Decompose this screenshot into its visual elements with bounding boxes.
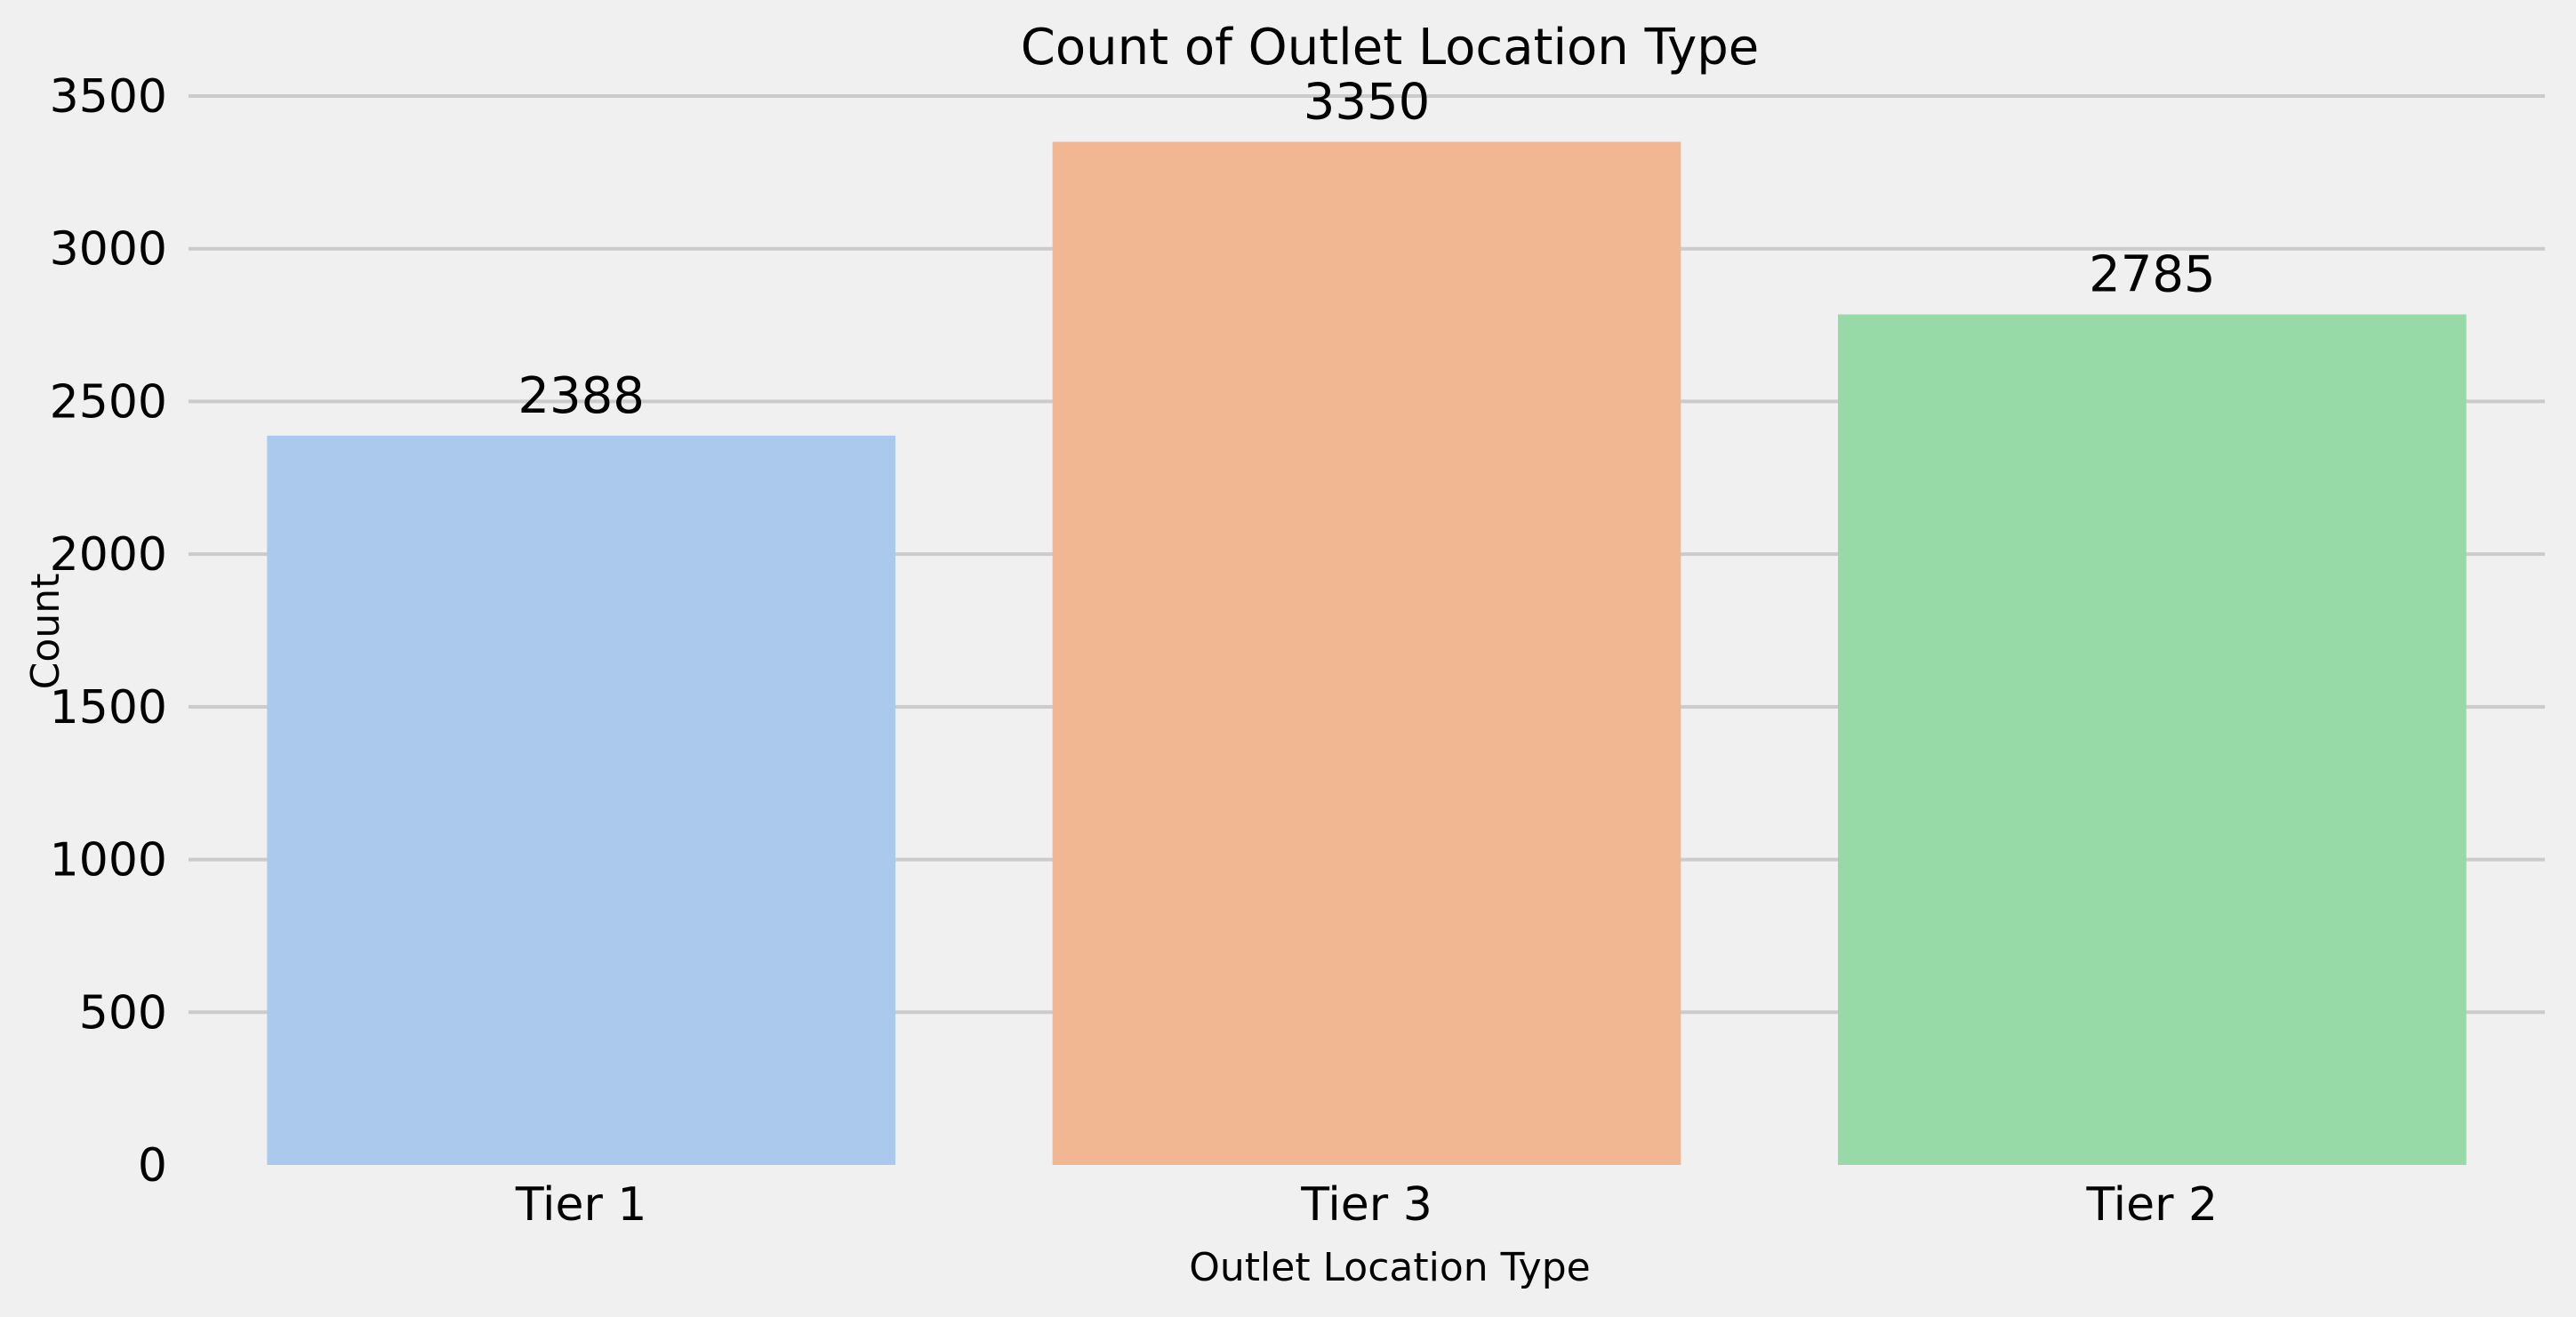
x-tick-labels: Tier 1 Tier 3 Tier 2 bbox=[515, 1178, 2218, 1232]
chart-title: Count of Outlet Location Type bbox=[1021, 19, 1759, 76]
y-tick-label: 3000 bbox=[50, 223, 167, 277]
x-tick-label: Tier 1 bbox=[515, 1178, 647, 1232]
y-tick-label: 2500 bbox=[50, 375, 167, 429]
y-tick-label: 500 bbox=[79, 986, 167, 1040]
y-tick-label: 1000 bbox=[50, 834, 167, 887]
y-tick-label: 2000 bbox=[50, 528, 167, 582]
y-axis-title: Count bbox=[23, 574, 68, 690]
bar-tier-1 bbox=[267, 435, 895, 1165]
y-tick-label: 0 bbox=[138, 1139, 167, 1193]
data-labels: 2388 3350 2785 bbox=[518, 74, 2215, 425]
y-tick-label: 1500 bbox=[50, 681, 167, 735]
x-tick-label: Tier 3 bbox=[1300, 1178, 1432, 1232]
bar-tier-2 bbox=[1838, 314, 2467, 1166]
data-label: 2388 bbox=[518, 367, 645, 425]
bars bbox=[267, 141, 2467, 1166]
data-label: 2785 bbox=[2089, 246, 2216, 304]
x-tick-label: Tier 2 bbox=[2086, 1178, 2219, 1232]
y-tick-label: 3500 bbox=[50, 70, 167, 124]
y-tick-labels: 0 500 1000 1500 2000 2500 3000 3500 bbox=[50, 70, 167, 1193]
x-axis-title: Outlet Location Type bbox=[1189, 1245, 1590, 1290]
bar-tier-3 bbox=[1052, 141, 1681, 1165]
data-label: 3350 bbox=[1304, 74, 1431, 132]
